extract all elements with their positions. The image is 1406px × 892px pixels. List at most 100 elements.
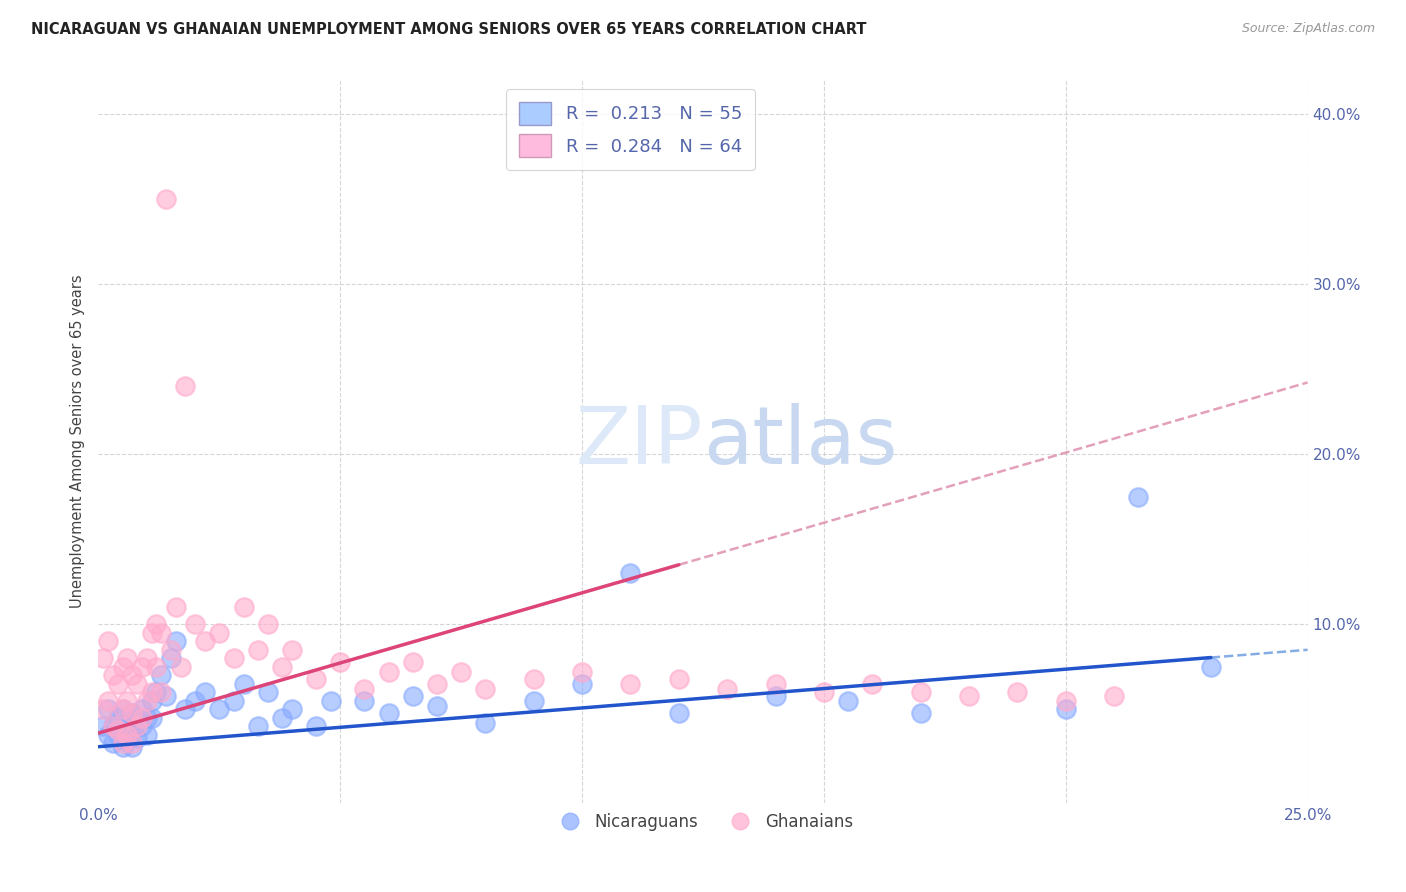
Point: [619, 677, 641, 691]
Point: [121, 668, 143, 682]
Point: [101, 668, 124, 682]
Point: [121, 723, 143, 737]
Point: [402, 689, 425, 703]
Point: [222, 651, 245, 665]
Point: [232, 677, 254, 691]
Point: [256, 685, 278, 699]
Point: [117, 715, 139, 730]
Point: [101, 736, 124, 750]
Point: [765, 677, 787, 691]
Point: [910, 685, 932, 699]
Point: [97, 634, 120, 648]
Point: [101, 719, 124, 733]
Point: [353, 681, 375, 696]
Point: [165, 600, 187, 615]
Point: [150, 668, 173, 682]
Point: [1102, 689, 1125, 703]
Point: [281, 702, 304, 716]
Point: [222, 694, 245, 708]
Point: [184, 617, 207, 632]
Point: [377, 706, 399, 720]
Point: [232, 600, 254, 615]
Point: [619, 566, 641, 581]
Point: [91, 702, 114, 716]
Legend: Nicaraguans, Ghanaians: Nicaraguans, Ghanaians: [546, 806, 860, 838]
Point: [860, 677, 883, 691]
Point: [174, 702, 197, 716]
Point: [135, 651, 157, 665]
Point: [426, 698, 449, 713]
Point: [571, 677, 593, 691]
Point: [208, 625, 231, 640]
Point: [837, 694, 859, 708]
Point: [256, 617, 278, 632]
Point: [160, 651, 183, 665]
Point: [131, 711, 153, 725]
Point: [91, 651, 114, 665]
Point: [107, 723, 129, 737]
Point: [281, 642, 304, 657]
Point: [117, 651, 139, 665]
Point: [107, 711, 129, 725]
Point: [571, 665, 593, 679]
Point: [1007, 685, 1029, 699]
Point: [127, 719, 149, 733]
Point: [957, 689, 980, 703]
Text: Source: ZipAtlas.com: Source: ZipAtlas.com: [1241, 22, 1375, 36]
Point: [155, 689, 177, 703]
Point: [1054, 694, 1077, 708]
Text: NICARAGUAN VS GHANAIAN UNEMPLOYMENT AMONG SENIORS OVER 65 YEARS CORRELATION CHAR: NICARAGUAN VS GHANAIAN UNEMPLOYMENT AMON…: [31, 22, 866, 37]
Point: [271, 660, 294, 674]
Point: [377, 665, 399, 679]
Point: [97, 728, 120, 742]
Point: [194, 685, 217, 699]
Point: [523, 694, 546, 708]
Point: [247, 642, 270, 657]
Point: [305, 719, 328, 733]
Point: [131, 660, 153, 674]
Point: [121, 706, 143, 720]
Point: [101, 719, 124, 733]
Point: [127, 731, 149, 746]
Point: [135, 694, 157, 708]
Point: [305, 672, 328, 686]
Point: [111, 660, 134, 674]
Point: [1054, 702, 1077, 716]
Point: [145, 617, 167, 632]
Point: [111, 723, 134, 737]
Point: [135, 728, 157, 742]
Point: [329, 655, 352, 669]
Point: [523, 672, 546, 686]
Point: [765, 689, 787, 703]
Point: [145, 685, 167, 699]
Point: [150, 685, 173, 699]
Point: [145, 660, 167, 674]
Point: [141, 711, 163, 725]
Point: [450, 665, 472, 679]
Point: [474, 715, 496, 730]
Point: [117, 728, 139, 742]
Point: [910, 706, 932, 720]
Point: [247, 719, 270, 733]
Point: [135, 711, 157, 725]
Point: [668, 672, 690, 686]
Point: [121, 736, 143, 750]
Point: [111, 702, 134, 716]
Point: [319, 694, 342, 708]
Point: [141, 694, 163, 708]
Point: [111, 736, 134, 750]
Point: [141, 685, 163, 699]
Point: [208, 702, 231, 716]
Point: [117, 694, 139, 708]
Point: [111, 702, 134, 716]
Point: [107, 677, 129, 691]
Point: [271, 711, 294, 725]
Y-axis label: Unemployment Among Seniors over 65 years: Unemployment Among Seniors over 65 years: [70, 275, 86, 608]
Point: [121, 739, 143, 754]
Point: [474, 681, 496, 696]
Text: ZIP: ZIP: [575, 402, 703, 481]
Point: [716, 681, 738, 696]
Point: [150, 625, 173, 640]
Point: [111, 739, 134, 754]
Point: [91, 719, 114, 733]
